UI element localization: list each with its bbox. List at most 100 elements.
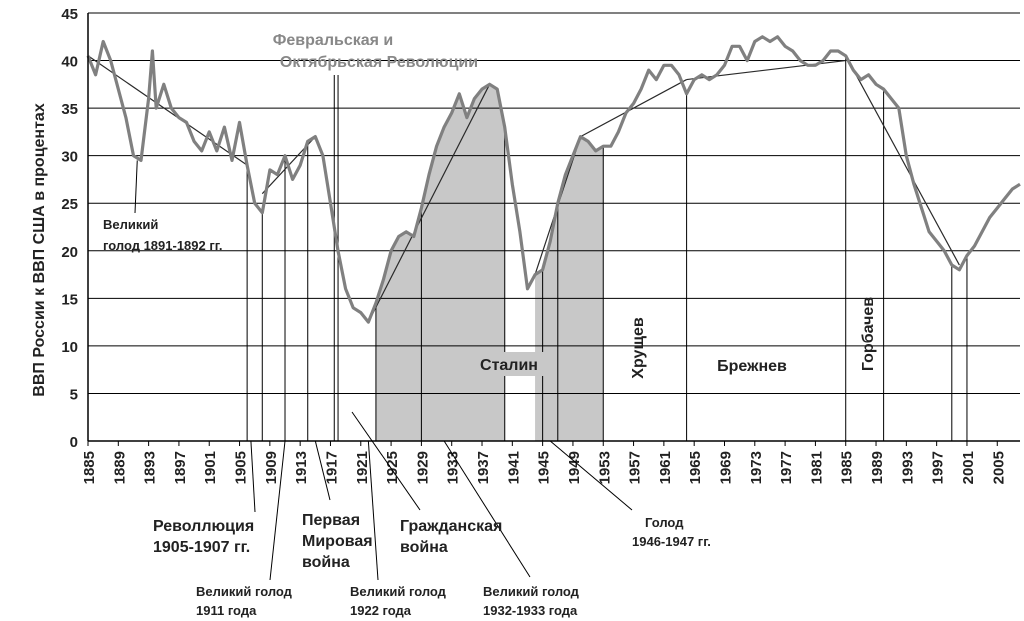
x-tick-label: 1965 [687,451,704,484]
x-tick-label: 1905 [233,451,250,484]
shaded-periods [375,84,604,441]
annotation-civil-war-line1: Гражданская [400,518,502,535]
x-tick-label: 1909 [263,451,280,484]
annotation-famine-1911: Великий голод 1911 года [196,584,293,618]
stalin-label-bg [468,352,550,376]
y-tick-label: 35 [61,101,78,118]
annotation-gorbachev: Горбачев [860,297,877,371]
annotation-revolutions-line1: Февральская и [273,32,393,49]
annotation-pointer [134,160,138,214]
annotation-brezhnev: Брежнев [717,358,787,375]
x-tick-label: 1945 [536,451,553,484]
annotation-famine-1891-line2: голод 1891-1892 гг. [103,238,223,253]
annotation-stalin: Сталин [468,352,550,376]
trend-line [845,55,960,266]
x-tick-label: 1933 [445,451,462,484]
annotation-pointer [443,440,531,578]
annotation-famine-1946-line1: Голод [645,515,684,530]
annotation-pointer [367,440,379,581]
y-tick-label: 40 [61,54,78,71]
annotation-ww1-line3: война [302,554,350,571]
x-tick-label: 1961 [657,451,674,484]
x-tick-label: 1953 [596,451,613,484]
annotation-famine-1932: Великий голод 1932-1933 года [483,584,580,618]
annotation-revolution-1905-line2: 1905-1907 гг. [153,539,250,556]
annotation-ww1: Первая Мировая война [302,512,373,571]
annotation-revolutions: Февральская и Октябрьская Революции [273,32,478,71]
y-tick-label: 0 [70,434,78,451]
y-axis-label: ВВП России к ВВП США в процентах [31,103,48,397]
x-tick-label: 1889 [111,451,128,484]
series-layer [86,35,1021,324]
x-tick-label: 1917 [323,451,340,484]
x-tick-label: 1973 [748,451,765,484]
x-tick-label: 1921 [354,451,371,484]
x-tick-label: 1929 [414,451,431,484]
annotation-civil-war-line2: война [400,539,448,556]
annotation-khrushchev: Хрущев [630,317,647,379]
annotation-famine-1922: Великий голод 1922 года [350,584,447,618]
period-lines [246,55,968,441]
x-tick-label: 1901 [202,451,219,484]
annotation-pointers [134,160,633,581]
annotation-civil-war: Гражданская война [400,518,502,556]
x-tick-label: 1997 [930,451,947,484]
annotation-ww1-line1: Первая [302,512,360,529]
annotation-revolution-1905: Револлюция 1905-1907 гг. [153,518,254,556]
shaded-period [535,136,604,441]
trend-lines [87,55,960,323]
annotation-famine-1922-line1: Великий голод [350,584,447,599]
annotation-revolution-1905-line1: Револлюция [153,518,254,535]
trend-line [686,59,846,81]
x-tick-label: 1989 [869,451,886,484]
annotation-famine-1891-line1: Великий [103,217,158,232]
annotation-famine-1911-line1: Великий голод [196,584,293,599]
annotation-famine-1946-line2: 1946-1947 гг. [632,534,711,549]
y-tick-label: 10 [61,339,78,356]
x-tick-label: 1957 [627,451,644,484]
trend-line [367,84,491,323]
y-tick-label: 15 [61,291,78,308]
trend-line [580,79,687,138]
y-tick-label: 30 [61,149,78,166]
x-tick-label: 1885 [81,451,98,484]
annotation-ww1-line2: Мировая [302,533,373,550]
y-tick-label: 20 [61,244,78,261]
annotation-famine-1932-line2: 1932-1933 года [483,603,578,618]
x-tick-label: 2005 [990,451,1007,484]
x-tick-label: 1977 [778,451,795,484]
annotation-revolutions-line2: Октябрьская Революции [280,54,478,71]
trend-line [87,55,248,166]
annotation-famine-1932-line1: Великий голод [483,584,580,599]
annotation-famine-1946: Голод 1946-1947 гг. [632,515,711,549]
x-tick-label: 1897 [172,451,189,484]
x-tick-label: 1893 [142,451,159,484]
annotation-pointer [351,411,421,511]
annotation-famine-1891: Великий голод 1891-1892 гг. [103,217,223,253]
x-tick-label: 1937 [475,451,492,484]
x-tick-label: 1941 [505,451,522,484]
y-tick-labels: 0 5 10 15 20 25 30 35 40 45 [61,6,78,451]
x-tick-label: 1949 [566,451,583,484]
annotation-pointer [314,440,331,501]
x-tick-label: 1913 [293,451,310,484]
x-tick-label: 1985 [839,451,856,484]
annotation-famine-1922-line2: 1922 года [350,603,412,618]
annotation-famine-1911-line2: 1911 года [196,603,257,618]
y-tick-label: 45 [61,6,78,23]
shaded-period [375,84,505,441]
x-tick-label: 1981 [808,451,825,484]
x-tick-label: 1969 [717,451,734,484]
annotation-pointer [250,440,256,513]
x-tick-label: 1993 [899,451,916,484]
x-tick-labels: 1885 1889 1893 1897 1901 1905 1909 1913 1917 1921… [81,441,1007,484]
series-line [86,35,1021,324]
y-tick-label: 5 [70,386,78,403]
annotation-stalin-text: Сталин [480,357,538,374]
y-tick-label: 25 [61,196,78,213]
annotation-pointer [269,440,286,581]
annotation-pointer [549,440,633,511]
x-tick-label: 2001 [960,451,977,484]
axes [87,12,1020,442]
